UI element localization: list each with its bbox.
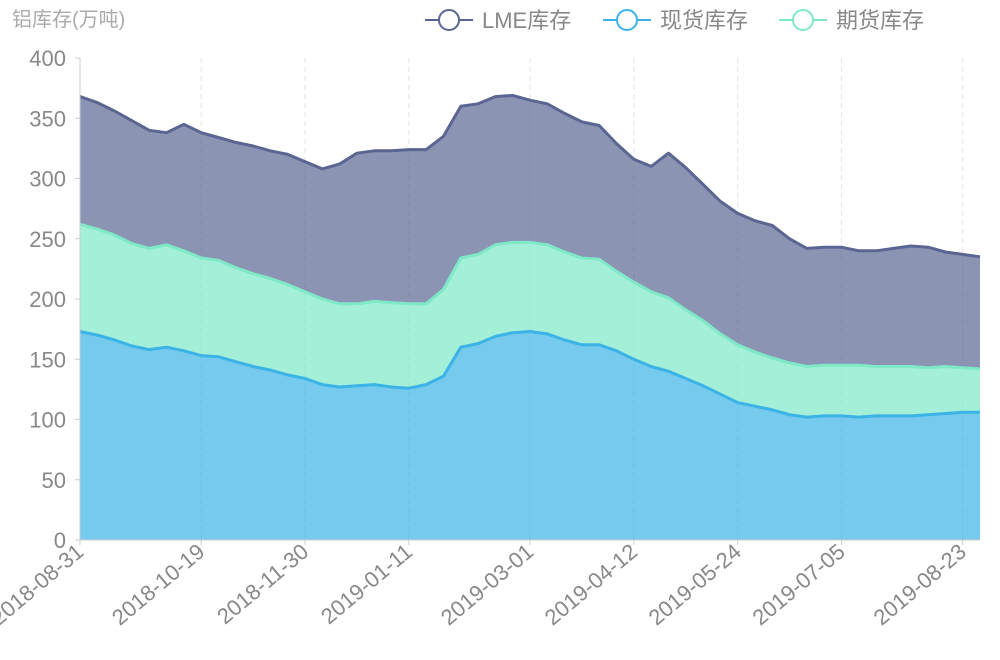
line-现货库存: [79, 330, 980, 419]
x-tick-label-2018-08-31: 2018-08-31: [0, 539, 88, 630]
area-LME库存: [80, 95, 980, 369]
y-tick-label-0: 0: [54, 528, 66, 553]
line-期货库存: [79, 222, 981, 371]
x-tick-label-2019-01-11: 2019-01-11: [316, 539, 417, 629]
area-期货库存: [80, 224, 980, 418]
legend-label-期货库存: 期货库存: [836, 8, 924, 33]
y-tick-label-350: 350: [29, 106, 66, 131]
legend-marker-现货库存: [616, 9, 638, 31]
x-tick-label-2018-11-30: 2018-11-30: [212, 539, 313, 629]
legend-label-LME库存: LME库存: [482, 8, 571, 33]
legend-label-现货库存: 现货库存: [660, 8, 748, 33]
x-tick-label-2019-08-23: 2019-08-23: [869, 539, 971, 630]
y-tick-label-200: 200: [29, 287, 66, 312]
y-tick-label-50: 50: [42, 468, 66, 493]
x-tick-label-2018-10-19: 2018-10-19: [107, 539, 209, 630]
legend-marker-LME库存: [438, 9, 460, 31]
y-tick-label-250: 250: [29, 227, 66, 252]
legend-marker-期货库存: [792, 9, 814, 31]
y-tick-label-300: 300: [29, 167, 66, 192]
x-tick-label-2019-05-24: 2019-05-24: [644, 539, 746, 630]
line-LME库存: [79, 93, 981, 259]
y-tick-label-400: 400: [29, 46, 66, 71]
y-tick-label-100: 100: [29, 408, 66, 433]
area-现货库存: [80, 331, 980, 540]
legend-item-LME库存[interactable]: LME库存: [425, 8, 571, 33]
legend-item-期货库存[interactable]: 期货库存: [779, 8, 924, 33]
legend[interactable]: LME库存 现货库存 期货库存: [425, 8, 924, 33]
y-axis-title: 铝库存(万吨): [12, 8, 125, 31]
legend-item-现货库存[interactable]: 现货库存: [603, 8, 748, 33]
stacked-areas: [79, 93, 981, 540]
x-tick-label-2019-04-12: 2019-04-12: [540, 539, 642, 630]
x-tick-label-2019-03-01: 2019-03-01: [436, 539, 538, 630]
y-tick-label-150: 150: [29, 347, 66, 372]
x-tick-label-2019-07-05: 2019-07-05: [747, 539, 849, 630]
